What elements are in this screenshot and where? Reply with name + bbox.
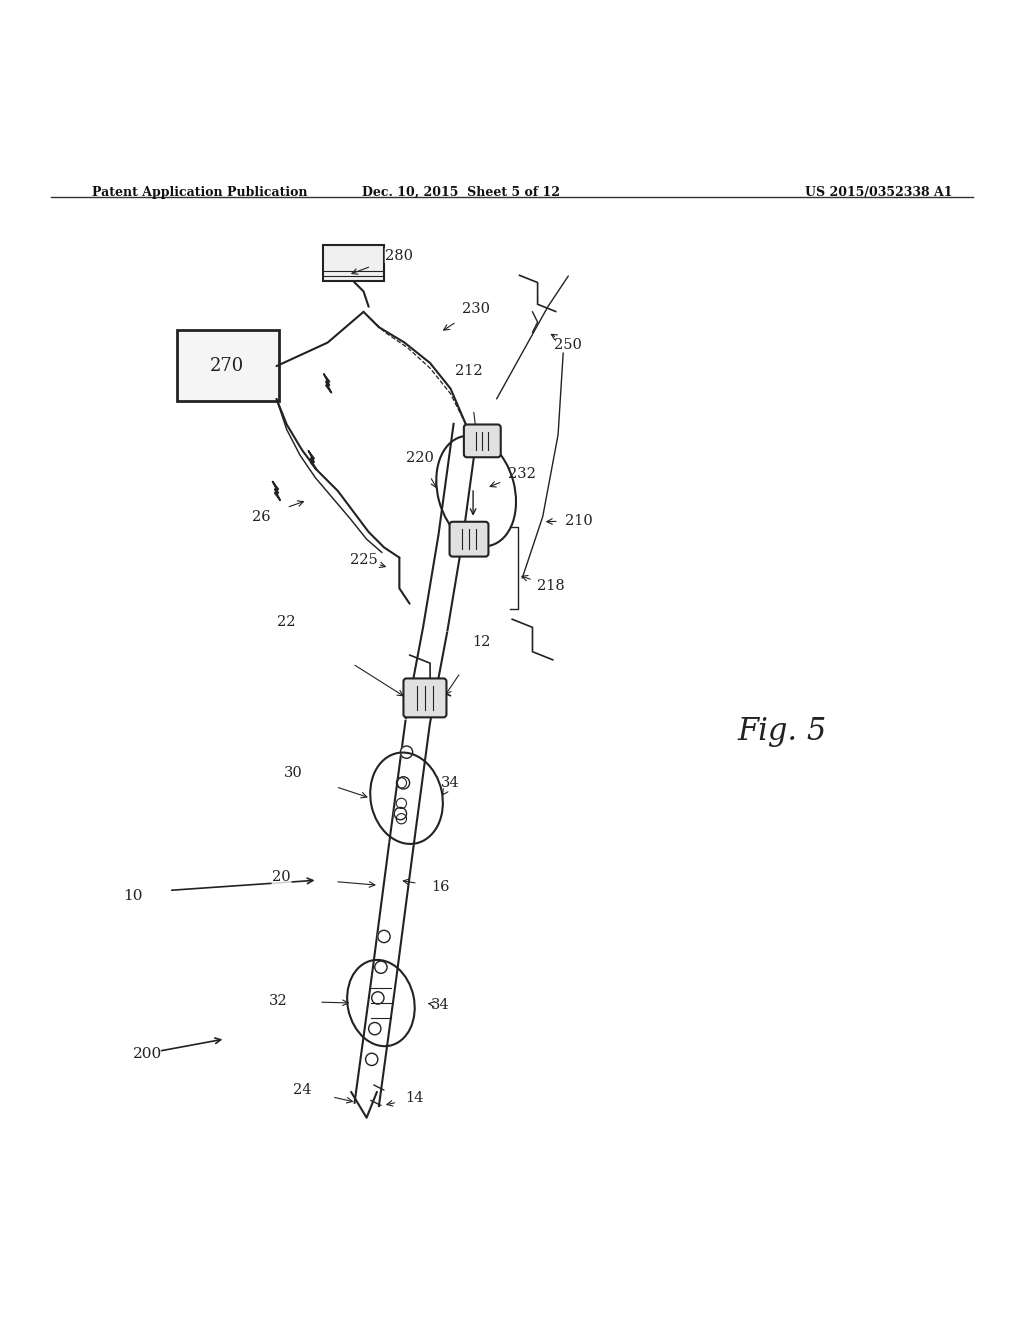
Text: 34: 34	[431, 998, 450, 1012]
Circle shape	[366, 1053, 378, 1065]
Text: 280: 280	[385, 248, 414, 263]
Circle shape	[375, 961, 387, 973]
FancyBboxPatch shape	[177, 330, 279, 401]
Text: 212: 212	[456, 364, 482, 379]
Text: US 2015/0352338 A1: US 2015/0352338 A1	[805, 186, 952, 199]
Text: 32: 32	[269, 994, 288, 1008]
Text: 270: 270	[210, 358, 245, 375]
Text: 22: 22	[278, 615, 296, 630]
FancyBboxPatch shape	[403, 678, 446, 717]
Text: 225: 225	[349, 553, 378, 566]
FancyBboxPatch shape	[323, 246, 384, 281]
Text: 26: 26	[252, 510, 270, 524]
Text: 200: 200	[133, 1047, 163, 1061]
Text: 18: 18	[411, 702, 429, 717]
Circle shape	[372, 991, 384, 1005]
Circle shape	[369, 1023, 381, 1035]
Circle shape	[397, 776, 410, 789]
Text: 210: 210	[564, 513, 593, 528]
Circle shape	[378, 931, 390, 942]
Text: 232: 232	[508, 467, 537, 480]
Text: 24: 24	[293, 1084, 311, 1097]
Text: 250: 250	[554, 338, 583, 351]
Text: 14: 14	[406, 1092, 424, 1105]
Text: 20: 20	[272, 870, 291, 884]
Circle shape	[394, 808, 407, 820]
Text: 30: 30	[284, 766, 302, 780]
Text: 10: 10	[123, 888, 142, 903]
Text: Dec. 10, 2015  Sheet 5 of 12: Dec. 10, 2015 Sheet 5 of 12	[361, 186, 560, 199]
Text: Fig. 5: Fig. 5	[737, 717, 826, 747]
Text: 16: 16	[431, 880, 450, 895]
Text: 220: 220	[406, 451, 434, 465]
Text: 34: 34	[441, 776, 460, 789]
Text: 218: 218	[537, 579, 565, 593]
Circle shape	[400, 746, 413, 758]
Text: 230: 230	[462, 302, 490, 315]
FancyBboxPatch shape	[464, 425, 501, 457]
Text: 214: 214	[453, 533, 479, 548]
Text: Patent Application Publication: Patent Application Publication	[92, 186, 307, 199]
Text: 12: 12	[472, 635, 490, 648]
FancyBboxPatch shape	[450, 521, 488, 557]
